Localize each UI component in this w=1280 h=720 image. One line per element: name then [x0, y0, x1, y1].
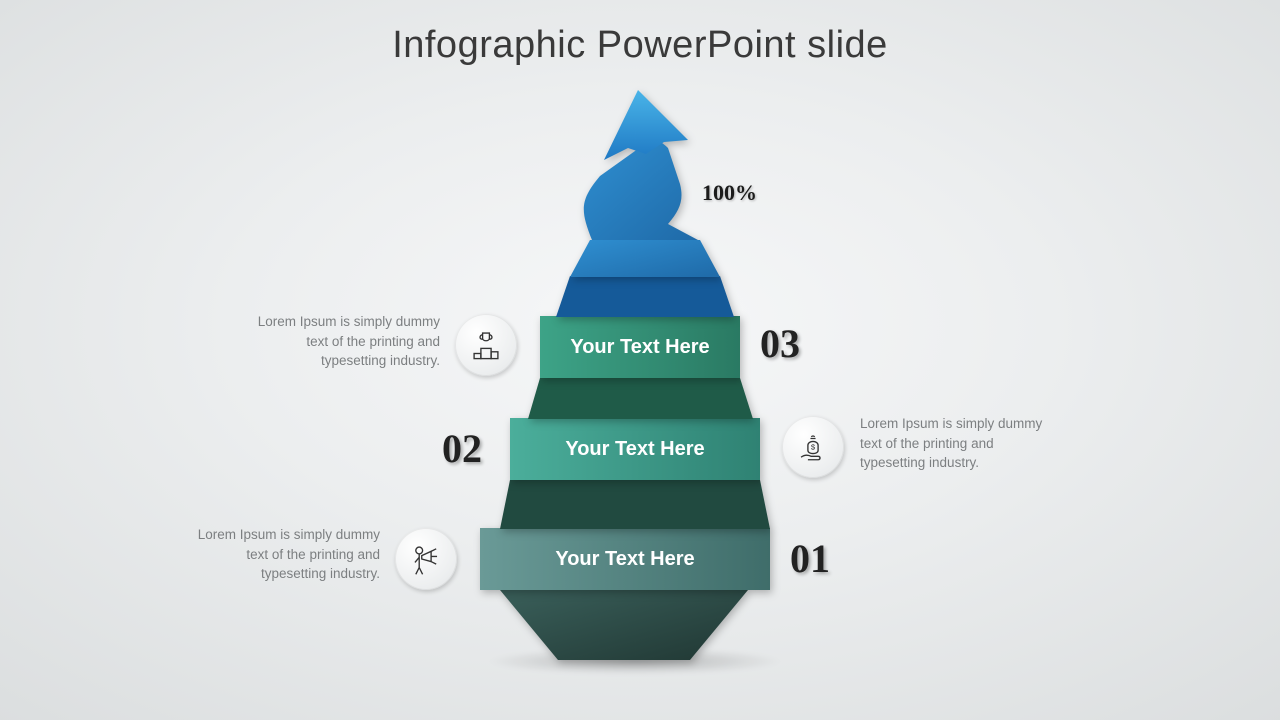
step-3-number: 03 [760, 320, 800, 367]
fold-1-2 [500, 480, 780, 530]
tail-fold [500, 590, 770, 670]
step-3-icon-pill [455, 314, 517, 376]
step-2-bar: Your Text Here [510, 418, 760, 480]
step-1-bar: Your Text Here [480, 528, 770, 590]
fold-2-3 [528, 378, 753, 420]
svg-text:$: $ [811, 443, 816, 452]
megaphone-person-icon [409, 542, 443, 576]
step-3-desc: Lorem Ipsum is simply dummy text of the … [240, 312, 440, 371]
step-2-desc: Lorem Ipsum is simply dummy text of the … [860, 414, 1060, 473]
step-2-label: Your Text Here [565, 438, 704, 461]
step-2-number: 02 [442, 425, 482, 472]
step-1-desc: Lorem Ipsum is simply dummy text of the … [180, 525, 380, 584]
step-2-icon-pill: $ [782, 416, 844, 478]
step-1-number: 01 [790, 535, 830, 582]
trophy-podium-icon [469, 328, 503, 362]
step-1-label: Your Text Here [555, 548, 694, 571]
step-1-icon-pill [395, 528, 457, 590]
step-3-bar: Your Text Here [540, 316, 740, 378]
arrow-top-value: 100% [702, 180, 757, 206]
step-3-label: Your Text Here [570, 336, 709, 359]
money-hand-icon: $ [796, 430, 830, 464]
infographic-stage: Your Text Here Your Text Here Your Text … [0, 0, 1280, 720]
